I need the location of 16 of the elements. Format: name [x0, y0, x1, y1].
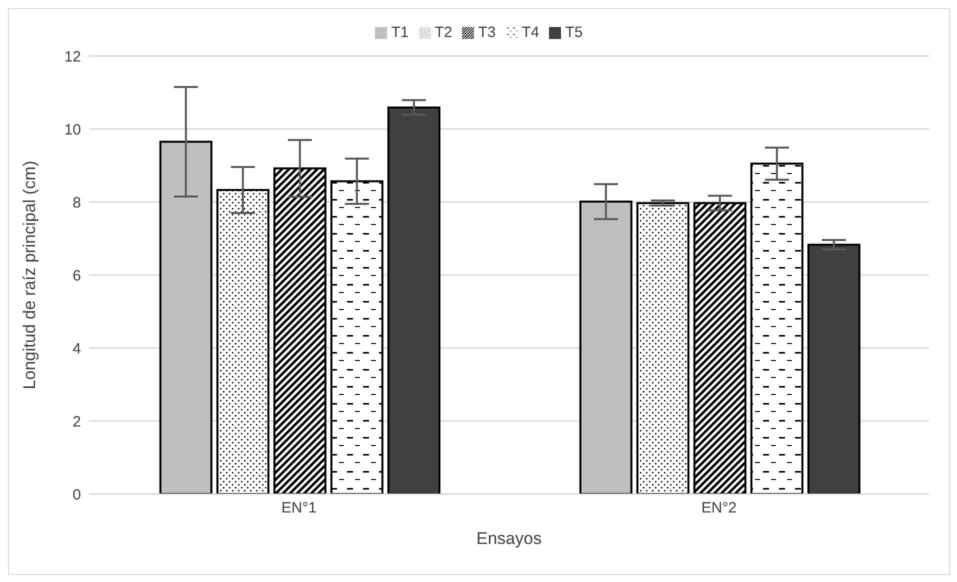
y-tick-label: 10 — [64, 121, 81, 138]
y-tick-label: 6 — [72, 267, 81, 284]
legend-label: T2 — [434, 24, 452, 41]
legend-label: T3 — [478, 24, 496, 41]
y-tick-label: 0 — [72, 486, 81, 504]
legend-label: T4 — [522, 24, 540, 41]
y-tick-label: 12 — [64, 48, 81, 66]
y-tick-label: 4 — [72, 340, 81, 358]
y-tick-label: 2 — [72, 413, 81, 430]
x-tick-label: EN°2 — [701, 500, 737, 517]
y-tick-label: 8 — [72, 194, 81, 212]
y-axis-title: Longitud de raíz principal (cm) — [20, 160, 40, 390]
x-axis-title: Ensayos — [476, 529, 542, 548]
legend-label: T1 — [391, 24, 409, 41]
legend-label: T5 — [565, 24, 583, 41]
x-tick-label: EN°1 — [281, 500, 317, 517]
